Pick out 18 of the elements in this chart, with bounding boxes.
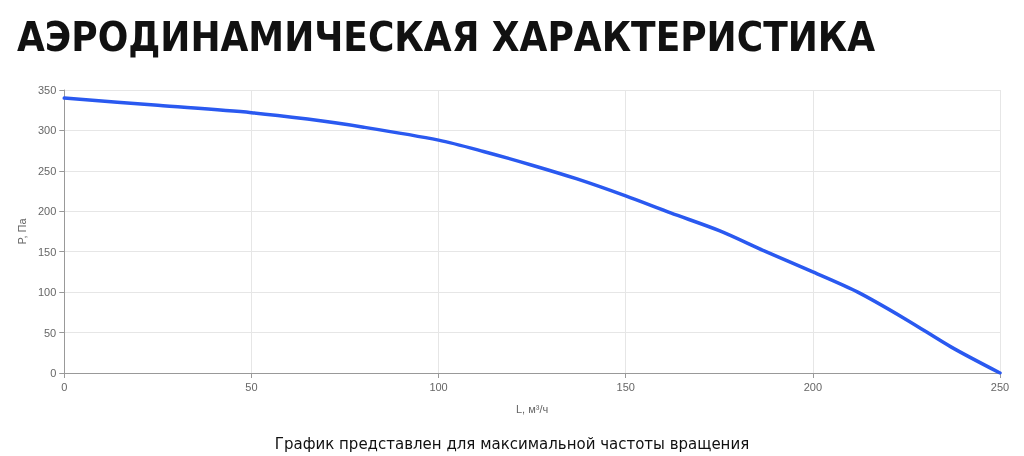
y-tick-label: 100 [37, 286, 57, 299]
x-tick-label: 0 [61, 380, 68, 393]
y-tick-label: 0 [50, 367, 57, 379]
y-tick-label: 300 [37, 124, 57, 137]
y-tick-label: 200 [37, 205, 57, 218]
x-tick-label: 200 [803, 380, 823, 393]
y-tick-label: 150 [37, 245, 57, 258]
y-tick-label: 350 [37, 84, 57, 96]
y-axis-title: P, Па [15, 217, 28, 245]
x-axis-title: L, м³/ч [516, 402, 549, 415]
text: График представлен для максимальной частоты вращения [274, 434, 750, 453]
y-tick-label: 250 [37, 164, 57, 177]
x-tick-label: 250 [990, 380, 1010, 393]
x-tick-label: 150 [616, 380, 635, 393]
y-tick-label: 50 [44, 326, 57, 339]
x-tick-label: 50 [245, 380, 258, 393]
chart-title: АЭРОДИНАМИЧЕСКАЯ ХАРАКТЕРИСТИКА [17, 14, 876, 60]
x-tick-label: 100 [429, 380, 448, 393]
